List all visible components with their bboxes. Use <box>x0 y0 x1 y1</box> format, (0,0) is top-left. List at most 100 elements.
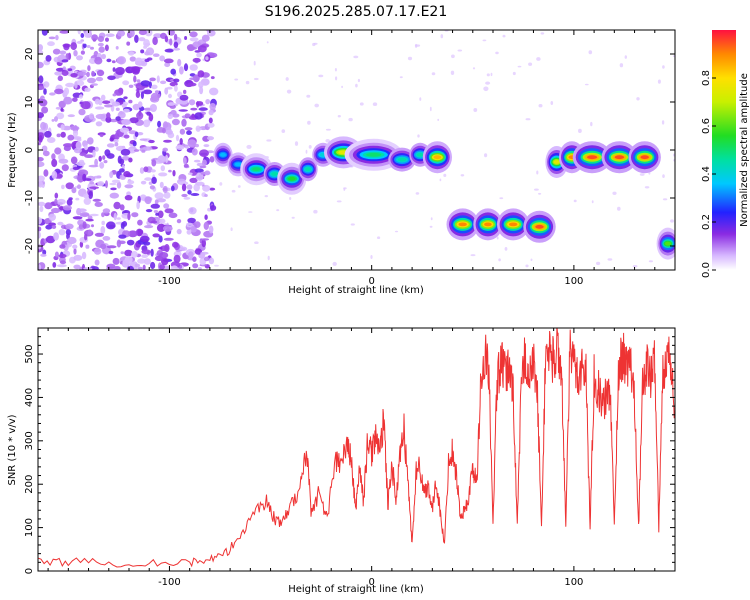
noise-blob <box>38 201 46 207</box>
speckle <box>318 74 324 78</box>
noise-blob <box>159 55 166 62</box>
noise-blob <box>117 30 126 37</box>
noise-blob <box>107 75 116 81</box>
speckle <box>219 182 223 186</box>
speckle <box>231 189 236 193</box>
noise-blob <box>41 30 48 36</box>
noise-blob <box>143 39 150 48</box>
noise-blob <box>137 219 143 226</box>
track-segment <box>422 141 452 174</box>
speckle <box>415 192 420 195</box>
noise-blob <box>210 76 215 80</box>
noise-blob <box>83 197 92 205</box>
x-tick-label: 100 <box>564 276 583 287</box>
speckle <box>307 120 311 125</box>
track-layer <box>271 172 278 176</box>
noise-blob <box>38 50 44 55</box>
noise-blob <box>84 87 91 93</box>
speckle <box>451 54 455 59</box>
noise-blob <box>119 168 125 173</box>
noise-region <box>38 30 675 270</box>
snr-frame <box>37 327 676 572</box>
speckle <box>285 77 289 81</box>
noise-blob <box>106 58 112 63</box>
track-layer <box>587 155 598 160</box>
noise-blob <box>86 45 91 48</box>
noise-blob <box>141 149 146 153</box>
speckle <box>612 191 617 195</box>
noise-blob <box>104 104 113 108</box>
noise-blob <box>47 41 55 47</box>
noise-blob <box>97 42 104 47</box>
noise-blob <box>170 68 176 75</box>
track-layer <box>484 222 492 227</box>
speckle <box>313 209 318 214</box>
noise-blob <box>111 60 116 64</box>
noise-blob <box>128 84 134 89</box>
speckle <box>496 236 499 240</box>
speckle <box>407 56 413 61</box>
noise-blob <box>52 262 57 268</box>
speckle <box>246 144 252 149</box>
noise-blob <box>118 234 127 239</box>
noise-blob <box>173 41 179 49</box>
noise-blob <box>61 164 69 172</box>
noise-blob <box>94 158 98 167</box>
noise-blob <box>72 166 80 171</box>
noise-blob <box>126 265 134 270</box>
noise-blob <box>173 33 178 41</box>
noise-blob <box>56 133 61 138</box>
noise-blob <box>114 141 119 147</box>
noise-blob <box>51 170 58 180</box>
spectrogram-plot <box>38 30 675 270</box>
noise-blob <box>181 183 187 192</box>
noise-blob <box>71 187 77 194</box>
noise-blob <box>208 225 214 234</box>
noise-blob <box>208 257 215 265</box>
y-tick-label: 200 <box>24 475 35 494</box>
noise-blob <box>128 130 137 135</box>
noise-blob <box>122 108 130 113</box>
speckle <box>460 174 465 177</box>
noise-blob <box>200 171 206 175</box>
noise-blob <box>106 153 115 159</box>
spectrogram-xlabel: Height of straight line (km) <box>288 285 424 296</box>
colorbar: 0.0 0.2 0.4 0.6 0.8 Normalized spectral ampl… <box>701 30 750 278</box>
noise-blob <box>151 159 157 167</box>
noise-blob <box>40 253 47 257</box>
y-tick-label: 100 <box>24 518 35 537</box>
speckle <box>657 79 661 84</box>
noise-blob <box>187 139 197 148</box>
noise-blob <box>168 169 172 173</box>
noise-blob <box>195 101 204 106</box>
noise-blob <box>102 236 111 241</box>
noise-blob <box>100 243 107 250</box>
noise-blob <box>77 208 87 213</box>
noise-blob <box>192 256 197 263</box>
noise-blob <box>51 153 56 161</box>
noise-blob <box>98 155 102 162</box>
speckle <box>281 129 286 134</box>
noise-blob <box>116 239 122 248</box>
speckle <box>596 261 601 266</box>
speckle <box>573 199 577 203</box>
noise-blob <box>204 214 208 220</box>
noise-blob <box>137 266 143 270</box>
spectrogram-ylabel: Frequency (Hz) <box>7 112 18 188</box>
speckle <box>550 101 554 105</box>
noise-blob <box>194 248 202 255</box>
noise-blob <box>158 246 163 250</box>
noise-blob <box>51 158 58 168</box>
noise-blob <box>74 81 78 89</box>
noise-blob <box>131 66 141 74</box>
noise-blob <box>54 116 58 122</box>
noise-blob <box>61 70 69 76</box>
noise-blob <box>92 198 102 202</box>
noise-blob <box>94 232 104 237</box>
noise-blob <box>38 85 45 91</box>
speckle <box>253 60 256 66</box>
noise-blob <box>159 264 166 270</box>
noise-blob <box>89 213 99 217</box>
noise-blob <box>115 107 120 112</box>
